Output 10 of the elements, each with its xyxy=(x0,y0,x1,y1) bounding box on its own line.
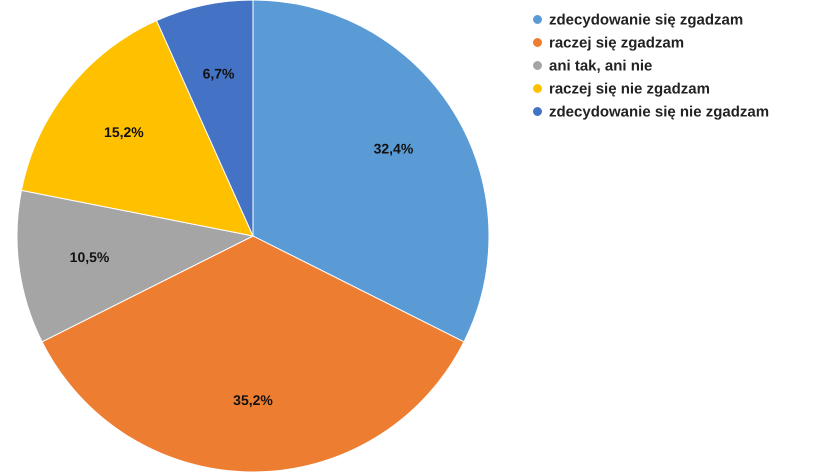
legend-label: zdecydowanie się nie zgadzam xyxy=(549,104,770,120)
legend-label: ani tak, ani nie xyxy=(549,58,652,74)
data-label: 10,5% xyxy=(70,249,110,266)
legend-label: raczej się nie zgadzam xyxy=(549,80,710,98)
legend-label: raczej się zgadzam xyxy=(549,34,684,52)
legend-label: zdecydowanie się zgadzam xyxy=(549,12,744,28)
data-label: 6,7% xyxy=(202,66,236,82)
data-label: 35,2% xyxy=(233,392,274,408)
data-label: 15,2% xyxy=(104,124,144,140)
data-label: 32,4% xyxy=(374,140,414,156)
